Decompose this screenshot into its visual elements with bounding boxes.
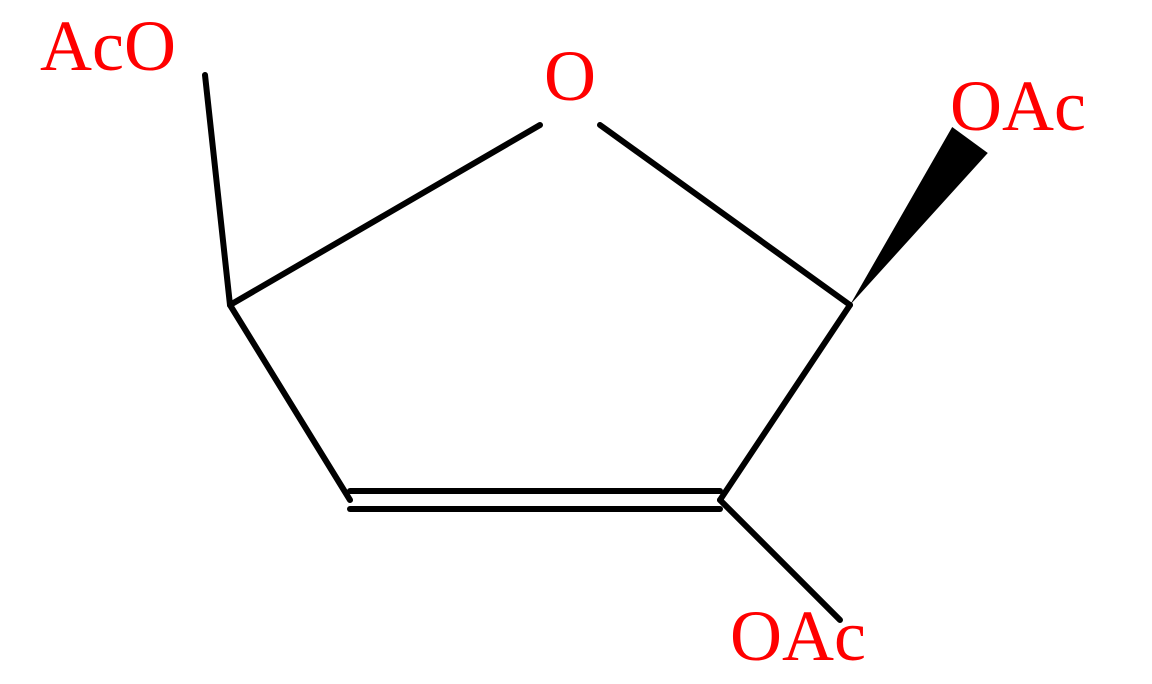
bond-single <box>205 75 230 305</box>
bond-single <box>720 305 850 500</box>
bond-single <box>230 125 540 305</box>
atom-label-aco_top_left: AcO <box>40 6 176 86</box>
bond-wedge <box>850 127 988 305</box>
chemical-structure: AcO O OAc OAc <box>0 0 1152 684</box>
atom-label-oac_right: OAc <box>950 66 1086 146</box>
bond-single <box>600 125 850 305</box>
bond-single <box>230 305 350 500</box>
atom-label-o_ring: O <box>544 36 596 116</box>
atom-label-oac_bottom: OAc <box>730 596 866 676</box>
